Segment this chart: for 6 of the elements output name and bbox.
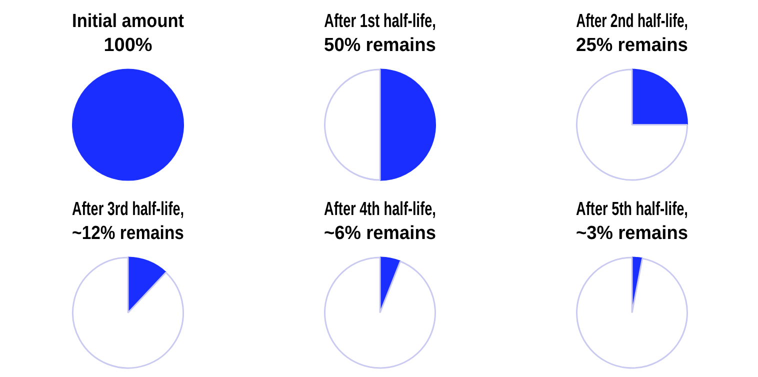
chart-title: After 3rd half-life, ~12% remains [72, 198, 184, 244]
chart-title: After 4th half-life, ~6% remains [324, 198, 436, 243]
chart-title: After 1st half-life, 50% remains [324, 10, 436, 55]
chart-title: Initial amount 100% [72, 10, 184, 56]
chart-title: After 2nd half-life, 25% remains [576, 10, 688, 55]
chart-title: After 5th half-life, ~3% remains [576, 198, 688, 243]
